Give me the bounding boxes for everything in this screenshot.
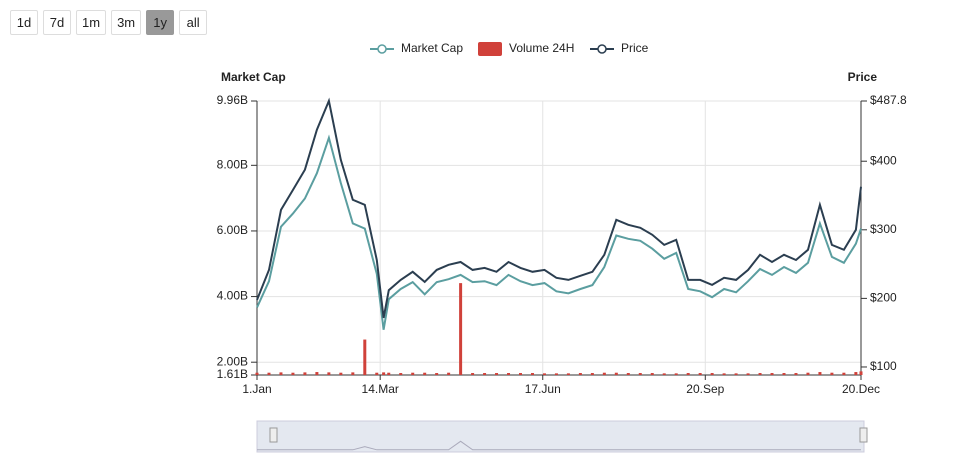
- line-series: [256, 134, 862, 330]
- x-tick-label: 14.Mar: [362, 382, 399, 396]
- volume-bar: [818, 372, 822, 375]
- volume-bar: [758, 373, 762, 375]
- volume-bar: [423, 372, 427, 375]
- x-tick-label: 1.Jan: [242, 382, 271, 396]
- volume-bar: [842, 372, 846, 375]
- x-tick-label: 20.Dec: [842, 382, 880, 396]
- y-tick-label: 6.00B: [217, 223, 248, 237]
- volume-bar: [327, 372, 331, 375]
- x-tick-label: 20.Sep: [686, 382, 724, 396]
- volume-bar: [339, 372, 343, 375]
- volume-bar: [746, 373, 750, 375]
- volume-bar: [710, 373, 714, 375]
- legend-label[interactable]: Volume 24H: [509, 41, 574, 55]
- volume-bar: [411, 372, 415, 375]
- y2-tick-label: $300: [870, 222, 897, 236]
- volume-bar: [459, 283, 463, 375]
- volume-bar: [507, 373, 511, 375]
- range-button[interactable]: 1m: [76, 10, 107, 35]
- navigator-line: [257, 440, 861, 451]
- volume-bar: [722, 373, 726, 375]
- y-tick-label: 9.96B: [217, 93, 248, 107]
- range-button[interactable]: all: [179, 10, 208, 35]
- volume-bar: [447, 372, 451, 375]
- volume-bar: [387, 372, 391, 375]
- y-tick-label: 4.00B: [217, 289, 248, 303]
- volume-bar: [602, 372, 606, 375]
- volume-bar: [566, 373, 570, 375]
- line-series: [256, 97, 862, 319]
- y2-tick-label: $200: [870, 291, 897, 305]
- volume-bar: [578, 373, 582, 375]
- volume-bar: [375, 372, 379, 375]
- volume-bar: [806, 372, 810, 375]
- volume-bar: [614, 372, 618, 375]
- volume-bar: [662, 373, 666, 375]
- navigator-handle[interactable]: [859, 427, 868, 443]
- volume-bar: [399, 373, 403, 375]
- volume-bar: [542, 373, 546, 375]
- volume-bar: [530, 373, 534, 375]
- range-button[interactable]: 7d: [43, 10, 71, 35]
- y2-tick-label: $487.8: [870, 93, 907, 107]
- volume-bar: [770, 373, 774, 375]
- volume-bar: [519, 373, 523, 375]
- legend-label[interactable]: Price: [621, 41, 649, 55]
- legend-icon: [597, 44, 607, 54]
- volume-bar: [291, 372, 295, 375]
- y-tick-label: 2.00B: [217, 354, 248, 368]
- y2-tick-label: $100: [870, 359, 897, 373]
- volume-bar: [471, 373, 475, 375]
- volume-bar: [435, 373, 439, 375]
- volume-bar: [674, 373, 678, 375]
- volume-bar: [495, 373, 499, 375]
- volume-bar: [351, 372, 355, 375]
- volume-bar: [859, 371, 863, 375]
- volume-bar: [267, 372, 271, 375]
- volume-bar: [698, 373, 702, 375]
- x-tick-label: 17.Jun: [525, 382, 561, 396]
- legend-icon: [478, 42, 502, 56]
- y-tick-label: 1.61B: [217, 367, 248, 381]
- y-axis-title: Market Cap: [221, 70, 286, 84]
- legend-icon: [377, 44, 387, 54]
- y-tick-label: 8.00B: [217, 157, 248, 171]
- volume-bar: [363, 339, 367, 375]
- range-button[interactable]: 1y: [146, 10, 175, 35]
- volume-bar: [638, 373, 642, 375]
- volume-bar: [382, 372, 386, 375]
- volume-bar: [590, 373, 594, 375]
- volume-bar: [554, 373, 558, 375]
- volume-bar: [830, 372, 834, 375]
- legend: Market Cap Volume 24H Price: [370, 41, 649, 56]
- volume-bar: [303, 372, 307, 375]
- range-selector: 1d 7d 1m 3m 1y all: [10, 10, 208, 35]
- volume-bar: [782, 373, 786, 375]
- volume-bar: [255, 372, 259, 375]
- volume-bar: [794, 373, 798, 375]
- range-button[interactable]: 1d: [10, 10, 38, 35]
- volume-bar: [650, 373, 654, 375]
- volume-bar: [315, 372, 319, 375]
- range-button[interactable]: 3m: [111, 10, 142, 35]
- volume-bar: [686, 373, 690, 375]
- volume-bar: [626, 373, 630, 375]
- legend-label[interactable]: Market Cap: [401, 41, 463, 55]
- volume-bar: [734, 373, 738, 375]
- volume-bar: [854, 372, 858, 375]
- navigator-handle[interactable]: [269, 427, 278, 443]
- y2-axis-title: Price: [848, 70, 878, 84]
- y2-tick-label: $400: [870, 153, 897, 167]
- volume-bar: [279, 372, 283, 375]
- volume-bar: [483, 373, 487, 375]
- navigator[interactable]: [256, 420, 865, 453]
